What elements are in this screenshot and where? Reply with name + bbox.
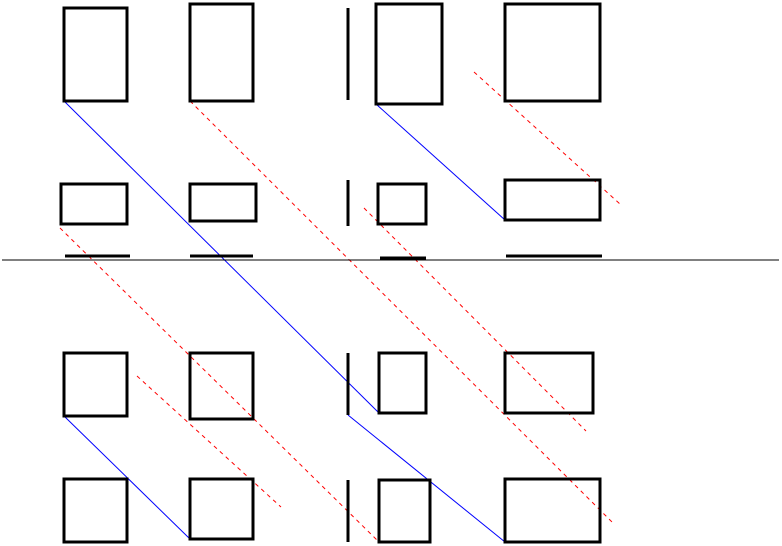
box-shape-18 xyxy=(377,351,428,415)
box-shape-24 xyxy=(503,477,602,544)
box-shape-2 xyxy=(188,2,255,103)
solid-diagonal-3 xyxy=(375,103,506,221)
box-shape-10 xyxy=(503,178,602,222)
dashed-diagonal-6 xyxy=(59,227,380,543)
box-shape-9 xyxy=(376,182,428,226)
dashed-diagonal-5 xyxy=(189,100,613,523)
box-shape-21 xyxy=(188,477,255,541)
box-shape-6 xyxy=(59,182,129,226)
dashed-diagonal-8 xyxy=(473,71,621,205)
box-shape-16 xyxy=(188,351,255,421)
dashed-diagonal-7 xyxy=(136,375,282,508)
box-shape-4 xyxy=(374,2,444,106)
box-shape-23 xyxy=(377,478,432,544)
diagonal-connectors xyxy=(59,71,621,543)
box-shape-5 xyxy=(503,2,602,103)
shape-grid xyxy=(59,2,602,544)
box-shape-19 xyxy=(503,351,595,415)
box-shape-1 xyxy=(62,6,129,103)
box-shape-15 xyxy=(62,351,129,418)
box-shape-20 xyxy=(62,477,129,544)
box-shape-7 xyxy=(188,182,258,223)
